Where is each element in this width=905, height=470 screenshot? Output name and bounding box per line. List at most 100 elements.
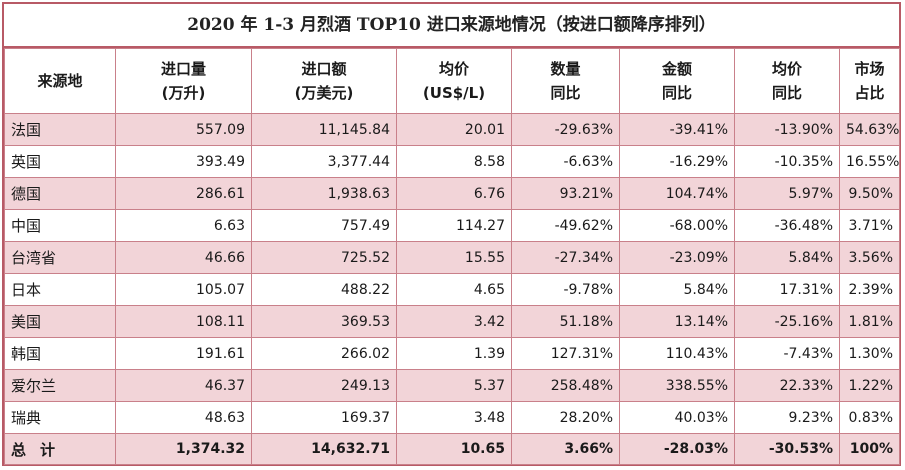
value-cell: 3.66% xyxy=(511,433,620,465)
column-header-line1: 均价 xyxy=(771,60,802,78)
value-cell: 3,377.44 xyxy=(251,145,397,178)
value-cell: -25.16% xyxy=(734,305,840,338)
value-cell: 9.50% xyxy=(839,177,900,210)
origin-cell: 爱尔兰 xyxy=(4,369,116,402)
value-cell: -6.63% xyxy=(511,145,620,178)
value-cell: 127.31% xyxy=(511,337,620,370)
value-cell: -16.29% xyxy=(619,145,735,178)
column-header-line2: 同比 xyxy=(550,84,581,102)
column-header-line1: 金额 xyxy=(661,60,692,78)
value-cell: 1.22% xyxy=(839,369,900,402)
value-cell: 3.48 xyxy=(396,401,512,434)
header-row: 来源地 进口量 (万升) 进口额 (万美元) 均价 (US$/L) 数量 同比 金额 同比 均价 同比市… xyxy=(4,48,900,114)
table-row: 日本 105.07 488.22 4.65 -9.78% 5.84% 17.31% 2.39% xyxy=(4,273,900,306)
value-cell: 1.30% xyxy=(839,337,900,370)
value-cell: 2.39% xyxy=(839,273,900,306)
value-cell: -23.09% xyxy=(619,241,735,274)
column-header-line2: (US$/L) xyxy=(422,84,486,102)
value-cell: 266.02 xyxy=(251,337,397,370)
table-row: 瑞典 48.63 169.37 3.48 28.20% 40.03% 9.23% 0.83% xyxy=(4,401,900,434)
value-cell: 110.43% xyxy=(619,337,735,370)
column-header: 均价 (US$/L) xyxy=(396,48,512,114)
column-header-line2: (万美元) xyxy=(294,84,354,102)
value-cell: 51.18% xyxy=(511,305,620,338)
value-cell: 14,632.71 xyxy=(251,433,397,465)
column-header-line1: 市场 xyxy=(854,60,885,78)
value-cell: 488.22 xyxy=(251,273,397,306)
value-cell: -28.03% xyxy=(619,433,735,465)
origin-cell: 法国 xyxy=(4,113,116,146)
value-cell: 10.65 xyxy=(396,433,512,465)
value-cell: -7.43% xyxy=(734,337,840,370)
table-row: 德国 286.61 1,938.63 6.76 93.21% 104.74% 5.97% 9.… xyxy=(4,177,900,210)
value-cell: 20.01 xyxy=(396,113,512,146)
value-cell: 757.49 xyxy=(251,209,397,242)
column-header: 数量 同比 xyxy=(511,48,620,114)
value-cell: 3.71% xyxy=(839,209,900,242)
value-cell: 15.55 xyxy=(396,241,512,274)
value-cell: 40.03% xyxy=(619,401,735,434)
origin-cell: 日本 xyxy=(4,273,116,306)
value-cell: 286.61 xyxy=(115,177,252,210)
value-cell: 100% xyxy=(839,433,900,465)
value-cell: 108.11 xyxy=(115,305,252,338)
import-data-table: 来源地 进口量 (万升) 进口额 (万美元) 均价 (US$/L) 数量 同比 金额 同比 均价 同比市… xyxy=(4,48,900,465)
origin-cell: 美国 xyxy=(4,305,116,338)
value-cell: 1.39 xyxy=(396,337,512,370)
value-cell: 0.83% xyxy=(839,401,900,434)
value-cell: 393.49 xyxy=(115,145,252,178)
value-cell: -36.48% xyxy=(734,209,840,242)
value-cell: 4.65 xyxy=(396,273,512,306)
value-cell: 28.20% xyxy=(511,401,620,434)
origin-cell: 德国 xyxy=(4,177,116,210)
value-cell: 1,374.32 xyxy=(115,433,252,465)
value-cell: 1,938.63 xyxy=(251,177,397,210)
value-cell: 93.21% xyxy=(511,177,620,210)
origin-cell: 台湾省 xyxy=(4,241,116,274)
value-cell: -27.34% xyxy=(511,241,620,274)
value-cell: 5.97% xyxy=(734,177,840,210)
value-cell: -9.78% xyxy=(511,273,620,306)
table-row: 英国 393.49 3,377.44 8.58 -6.63% -16.29% -10.35%… xyxy=(4,145,900,178)
value-cell: 48.63 xyxy=(115,401,252,434)
value-cell: 191.61 xyxy=(115,337,252,370)
column-header-line1: 进口量 xyxy=(160,60,206,78)
value-cell: 249.13 xyxy=(251,369,397,402)
origin-cell: 瑞典 xyxy=(4,401,116,434)
column-header-line2: 同比 xyxy=(661,84,692,102)
value-cell: 114.27 xyxy=(396,209,512,242)
value-cell: 54.63% xyxy=(839,113,900,146)
column-header: 均价 同比 xyxy=(734,48,840,114)
table-row: 美国 108.11 369.53 3.42 51.18% 13.14% -25.16% 1.8… xyxy=(4,305,900,338)
value-cell: 1.81% xyxy=(839,305,900,338)
column-header-line2: (万升) xyxy=(161,84,206,102)
value-cell: -30.53% xyxy=(734,433,840,465)
column-header: 金额 同比 xyxy=(619,48,735,114)
value-cell: -49.62% xyxy=(511,209,620,242)
table-row: 法国 557.09 11,145.84 20.01 -29.63% -39.41% -13.… xyxy=(4,113,900,146)
value-cell: 169.37 xyxy=(251,401,397,434)
value-cell: 22.33% xyxy=(734,369,840,402)
column-header-line1: 均价 xyxy=(438,60,469,78)
column-header: 市场 占比 xyxy=(839,48,900,114)
value-cell: 725.52 xyxy=(251,241,397,274)
column-header-line1: 来源地 xyxy=(37,72,83,90)
value-cell: 5.84% xyxy=(734,241,840,274)
value-cell: 104.74% xyxy=(619,177,735,210)
table-row: 爱尔兰 46.37 249.13 5.37 258.48% 338.55% 22.33% 1.… xyxy=(4,369,900,402)
value-cell: 3.56% xyxy=(839,241,900,274)
column-header-line1: 数量 xyxy=(550,60,581,78)
value-cell: 9.23% xyxy=(734,401,840,434)
value-cell: 258.48% xyxy=(511,369,620,402)
value-cell: 369.53 xyxy=(251,305,397,338)
table-title: 2020 年 1-3 月烈酒 TOP10 进口来源地情况（按进口额降序排列） xyxy=(4,4,899,48)
value-cell: 3.42 xyxy=(396,305,512,338)
value-cell: 13.14% xyxy=(619,305,735,338)
origin-cell: 英国 xyxy=(4,145,116,178)
column-header-line2: 同比 xyxy=(771,84,802,102)
value-cell: 46.66 xyxy=(115,241,252,274)
value-cell: -10.35% xyxy=(734,145,840,178)
column-header: 进口额 (万美元) xyxy=(251,48,397,114)
value-cell: 16.55% xyxy=(839,145,900,178)
